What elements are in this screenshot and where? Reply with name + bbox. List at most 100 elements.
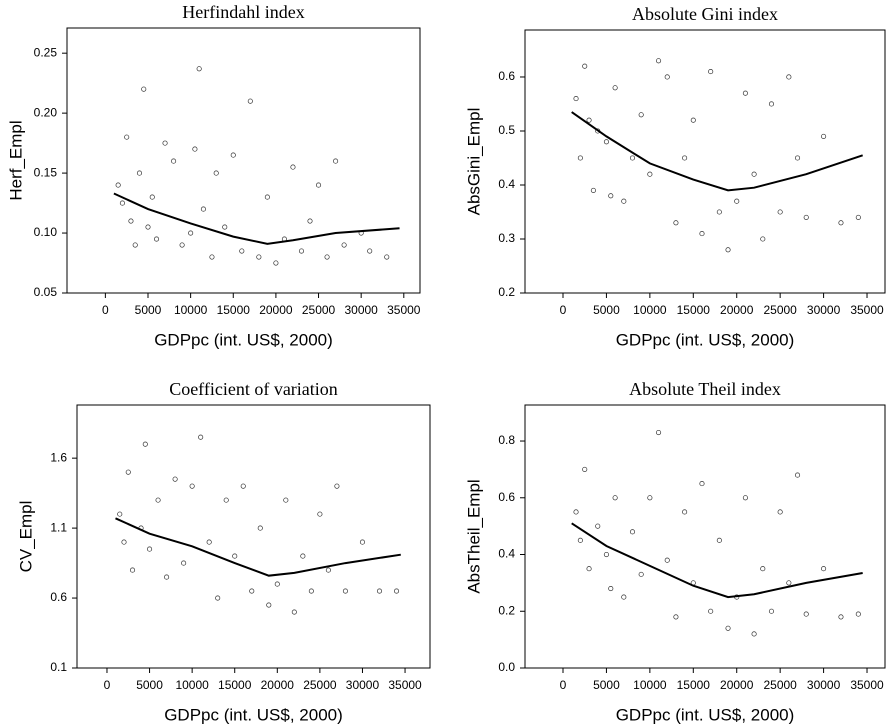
- point: [603, 551, 609, 558]
- point: [682, 509, 688, 515]
- point: [213, 170, 219, 176]
- point: [300, 553, 306, 559]
- point: [153, 236, 160, 242]
- x-tick-label: 5000: [593, 303, 620, 317]
- point: [664, 557, 670, 563]
- point: [315, 182, 322, 188]
- point: [223, 497, 229, 503]
- point: [206, 539, 212, 545]
- point: [664, 74, 670, 80]
- point: [359, 539, 366, 545]
- point: [129, 567, 136, 573]
- point: [838, 220, 844, 226]
- point: [803, 611, 809, 617]
- fit-line: [571, 522, 863, 599]
- point: [307, 218, 313, 224]
- point: [760, 566, 766, 572]
- point: [298, 248, 305, 254]
- point: [232, 553, 238, 559]
- y-tick-label: 1.6: [50, 450, 67, 464]
- point: [794, 155, 801, 161]
- point: [200, 206, 206, 212]
- y-tick-label: 0.4: [498, 177, 515, 191]
- x-axis-label: GDPpc (int. US$, 2000): [164, 705, 343, 724]
- y-tick-label: 0.6: [498, 490, 515, 504]
- point: [603, 139, 609, 145]
- x-tick-label: 30000: [807, 678, 841, 692]
- point: [573, 509, 579, 515]
- point: [384, 254, 390, 260]
- x-tick-label: 5000: [135, 303, 162, 317]
- plot-frame: [66, 27, 421, 294]
- point: [274, 581, 280, 587]
- point: [240, 483, 246, 489]
- fit-line: [571, 111, 863, 192]
- x-tick-label: 0: [560, 678, 567, 692]
- point: [162, 140, 168, 146]
- point: [656, 429, 662, 436]
- point: [324, 254, 330, 260]
- point: [172, 476, 178, 482]
- point: [768, 101, 775, 107]
- point: [256, 254, 262, 260]
- point: [393, 588, 400, 594]
- point: [621, 594, 627, 600]
- y-tick-label: 0.5: [498, 123, 515, 137]
- point: [855, 611, 861, 617]
- point: [608, 586, 614, 592]
- chart-title: Absolute Gini index: [632, 4, 778, 24]
- point: [638, 112, 644, 118]
- point: [121, 539, 127, 545]
- point: [590, 187, 596, 193]
- x-axis-label: GDPpc (int. US$, 2000): [616, 330, 795, 349]
- point: [690, 117, 696, 123]
- point: [638, 571, 644, 577]
- x-tick-label: 10000: [175, 678, 209, 692]
- point: [786, 580, 792, 586]
- x-tick-label: 10000: [174, 303, 208, 317]
- point: [145, 224, 151, 230]
- point: [308, 588, 314, 594]
- point: [141, 86, 147, 92]
- point: [198, 434, 204, 440]
- point: [768, 608, 775, 614]
- point: [128, 218, 134, 224]
- x-tick-label: 20000: [259, 303, 293, 317]
- y-tick-label: 0.10: [34, 225, 58, 239]
- point: [264, 194, 270, 200]
- point: [708, 69, 714, 75]
- point: [283, 497, 289, 503]
- point: [179, 242, 185, 248]
- point: [132, 242, 138, 248]
- point: [189, 483, 195, 489]
- plot-frame: [524, 29, 886, 294]
- x-tick-label: 15000: [217, 303, 251, 317]
- y-tick-label: 0.4: [498, 547, 515, 561]
- x-tick-label: 5000: [593, 678, 620, 692]
- point: [803, 214, 809, 220]
- point: [164, 574, 170, 580]
- point: [777, 509, 783, 515]
- point: [317, 511, 323, 517]
- plot-frame: [76, 404, 431, 669]
- point: [647, 495, 653, 501]
- fit-line: [115, 517, 401, 577]
- point: [612, 495, 618, 501]
- y-tick-label: 0.6: [50, 590, 67, 604]
- x-tick-label: 30000: [346, 678, 380, 692]
- point: [682, 155, 688, 161]
- point: [147, 546, 153, 552]
- point: [699, 481, 705, 487]
- y-tick-label: 0.05: [34, 285, 58, 299]
- x-tick-label: 0: [104, 678, 111, 692]
- y-tick-label: 0.3: [498, 231, 515, 245]
- point: [266, 602, 272, 608]
- x-tick-label: 15000: [677, 303, 711, 317]
- point: [751, 171, 757, 177]
- x-tick-label: 20000: [720, 678, 754, 692]
- chart-title: Coefficient of variation: [169, 379, 338, 399]
- point: [629, 155, 636, 161]
- x-tick-label: 5000: [136, 678, 163, 692]
